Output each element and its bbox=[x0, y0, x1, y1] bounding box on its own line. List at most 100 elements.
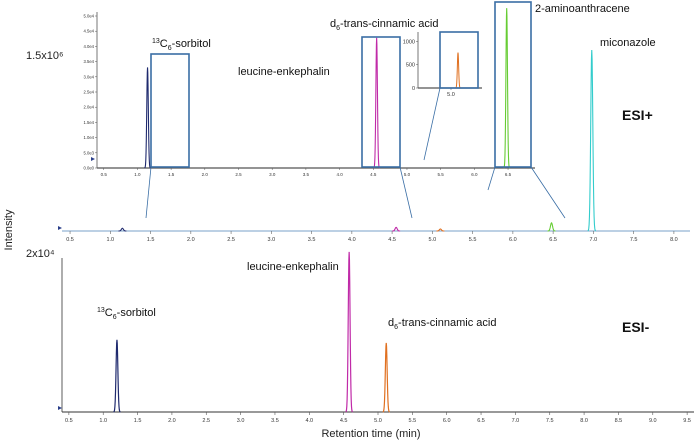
bottom-x-tick-label: 8.0 bbox=[580, 418, 588, 424]
inset-x-tick-label: 5.5 bbox=[438, 172, 445, 177]
inset-y-tick-label: 1.5e4 bbox=[84, 120, 95, 125]
inset-x-tick-label: 1.5 bbox=[168, 172, 175, 177]
top-x-tick-label: 6.0 bbox=[509, 237, 517, 243]
inset-peak bbox=[144, 67, 151, 169]
top-x-tick-label: 8.0 bbox=[670, 237, 678, 243]
inset-y-tick-label: 2.5e4 bbox=[84, 90, 95, 95]
inset-x-tick-label: 3.5 bbox=[303, 172, 310, 177]
inset-x-tick-label: 5.0 bbox=[404, 172, 411, 177]
inset-x-tick-label: 2.5 bbox=[235, 172, 242, 177]
bottom-x-tick-label: 3.5 bbox=[271, 418, 279, 424]
top-x-tick-label: 3.0 bbox=[268, 237, 276, 243]
top-label-aminoanthracene: 2-aminoanthracene bbox=[535, 3, 630, 15]
bottom-x-tick-label: 7.5 bbox=[546, 418, 554, 424]
inset-x-tick-label: 6.5 bbox=[505, 172, 512, 177]
inset-peak bbox=[373, 37, 380, 169]
top-peak bbox=[436, 228, 445, 232]
inset-peak bbox=[503, 8, 511, 169]
zoom-highlight-boxes bbox=[145, 1, 566, 219]
inset-y-tick-label: 3.0e4 bbox=[84, 74, 95, 79]
top-y-tick-label: 1.5x10⁶ bbox=[26, 50, 64, 62]
inset-x-tick-label: 0.5 bbox=[101, 172, 108, 177]
top-x-tick-label: 7.0 bbox=[590, 237, 598, 243]
small-inset-peak bbox=[455, 52, 461, 89]
inset-y-tick-label: 4.5e4 bbox=[84, 29, 95, 34]
bottom-label-cinnamic: d6-trans-cinnamic acid bbox=[388, 317, 496, 331]
small-inset-x-tick-label: 5.0 bbox=[447, 92, 455, 98]
bottom-peak bbox=[113, 339, 121, 413]
inset-y-tick-label: 2.0e4 bbox=[84, 105, 95, 110]
bottom-axis-marker bbox=[58, 406, 62, 410]
top-x-tick-label: 4.0 bbox=[348, 237, 356, 243]
bottom-x-tick-label: 6.0 bbox=[443, 418, 451, 424]
top-label-leucine: leucine-enkephalin bbox=[238, 66, 330, 78]
bottom-x-tick-label: 8.5 bbox=[615, 418, 623, 424]
x-axis-label: Retention time (min) bbox=[321, 428, 420, 440]
bottom-x-tick-label: 6.5 bbox=[477, 418, 485, 424]
top-x-tick-label: 5.5 bbox=[469, 237, 477, 243]
y-axis-label: Intensity bbox=[3, 209, 15, 250]
inset-y-tick-label: 5.0e3 bbox=[84, 150, 95, 155]
esi-positive-panel: 0.5 1.0 1.5 2.0 2.5 3.0 3.5 4.0 4.5 5.0 5.5 6.0 6.5 7… bbox=[58, 49, 690, 243]
bottom-x-tick-label: 5.5 bbox=[409, 418, 417, 424]
inset-x-tick-label: 6.0 bbox=[471, 172, 478, 177]
top-x-tick-label: 6.5 bbox=[549, 237, 557, 243]
bottom-label-leucine: leucine-enkephalin bbox=[247, 261, 339, 273]
inset-y-tick-label: 5.0e4 bbox=[84, 14, 95, 19]
bottom-x-tick-label: 9.0 bbox=[649, 418, 657, 424]
top-x-tick-label: 7.5 bbox=[630, 237, 638, 243]
zoom-box-aminoanthracene bbox=[494, 1, 532, 168]
top-x-tick-label: 0.5 bbox=[66, 237, 74, 243]
top-x-tick-label: 2.0 bbox=[187, 237, 195, 243]
zoom-box-cinnamic bbox=[439, 31, 479, 89]
inset-x-tick-label: 4.0 bbox=[336, 172, 343, 177]
top-x-tick-label: 4.5 bbox=[388, 237, 396, 243]
top-axis-marker bbox=[58, 226, 62, 230]
bottom-x-tick-label: 1.0 bbox=[99, 418, 107, 424]
bottom-x-tick-label: 3.0 bbox=[237, 418, 245, 424]
inset-x-tick-label: 4.5 bbox=[370, 172, 377, 177]
top-x-tick-label: 5.0 bbox=[429, 237, 437, 243]
esi-negative-panel: 0.5 1.0 1.5 2.0 2.5 3.0 3.5 4.0 4.5 5.0 5.5 6.0 6.5 7… bbox=[58, 251, 694, 424]
inset-y-tick-label: 0.0e0 bbox=[84, 166, 95, 171]
bottom-x-tick-label: 4.5 bbox=[340, 418, 348, 424]
bottom-x-tick-label: 5.0 bbox=[374, 418, 382, 424]
inset-y-tick-label: 1.0e4 bbox=[84, 135, 95, 140]
inset-axis-marker bbox=[91, 157, 95, 161]
connector-amino-left bbox=[487, 166, 496, 191]
zoom-box-leucine bbox=[361, 36, 401, 168]
top-x-tick-label: 2.5 bbox=[227, 237, 235, 243]
top-x-tick-label: 3.5 bbox=[308, 237, 316, 243]
inset-y-tick-label: 4.0e4 bbox=[84, 44, 95, 49]
top-label-sorbitol: 13C6-sorbitol bbox=[152, 38, 211, 52]
inset-y-tick-label: 3.5e4 bbox=[84, 59, 95, 64]
inset-x-tick-label: 3.0 bbox=[269, 172, 276, 177]
bottom-peak bbox=[345, 251, 353, 413]
zoom-box-sorbitol bbox=[150, 53, 190, 168]
connector-sorbitol bbox=[145, 166, 152, 219]
bottom-x-tick-label: 4.0 bbox=[305, 418, 313, 424]
inset-x-tick-label: 2.0 bbox=[202, 172, 209, 177]
bottom-x-tick-label: 2.5 bbox=[202, 418, 210, 424]
esi-negative-label: ESI- bbox=[622, 319, 650, 335]
bottom-x-tick-label: 9.5 bbox=[683, 418, 691, 424]
inset-x-tick-label: 1.0 bbox=[134, 172, 141, 177]
connector-leucine bbox=[399, 166, 413, 219]
top-peak bbox=[392, 226, 401, 232]
top-peak bbox=[587, 49, 597, 232]
small-inset-y-tick-label: 1000 bbox=[403, 39, 415, 45]
connector-amino-right bbox=[530, 166, 566, 219]
bottom-label-sorbitol: 13C6-sorbitol bbox=[97, 307, 156, 321]
top-x-tick-label: 1.5 bbox=[147, 237, 155, 243]
bottom-y-tick-label: 2x10⁴ bbox=[26, 248, 55, 260]
small-inset-y-tick-label: 500 bbox=[406, 63, 415, 69]
bottom-peak bbox=[382, 342, 390, 413]
connector-cinnamic bbox=[423, 87, 441, 161]
esi-positive-label: ESI+ bbox=[622, 107, 653, 123]
top-label-cinnamic: d6-trans-cinnamic acid bbox=[330, 18, 438, 32]
top-peak bbox=[547, 221, 556, 232]
top-peak bbox=[118, 227, 127, 232]
bottom-x-tick-label: 0.5 bbox=[65, 418, 73, 424]
esi-positive-inset-panel: 5.0e4 4.5e4 4.0e4 3.5e4 3.0e4 2.5e4 2.0e4 1.5e4… bbox=[84, 8, 535, 177]
